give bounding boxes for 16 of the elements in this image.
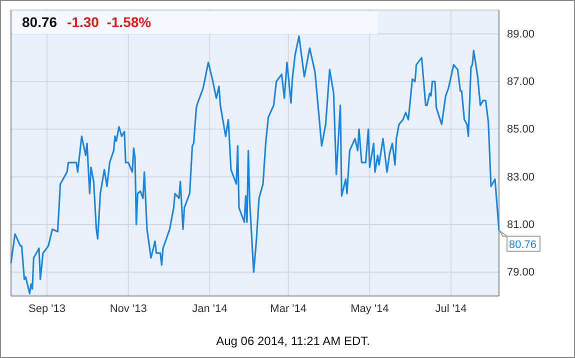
y-tick-label: 83.00 bbox=[507, 171, 535, 184]
y-tick-label: 85.00 bbox=[507, 124, 535, 136]
text: Aug 06 2014, 11:21 AM EDT. bbox=[216, 334, 370, 348]
x-tick-label: Mar '14 bbox=[270, 302, 307, 315]
x-tick-label: Nov '13 bbox=[110, 302, 147, 315]
x-tick-label: May '14 bbox=[350, 302, 389, 315]
annotation: 80.76 bbox=[509, 239, 537, 252]
y-tick-label: 81.00 bbox=[507, 219, 535, 232]
y-tick-label: 89.00 bbox=[507, 28, 535, 40]
y-tick-label: 79.00 bbox=[507, 266, 535, 279]
chart-subtitle: -1.30 -1.58% bbox=[67, 14, 152, 30]
chart-title: 80.76 bbox=[22, 14, 58, 30]
x-tick-label: Sep '13 bbox=[28, 302, 66, 315]
y-tick-label: 87.00 bbox=[507, 76, 535, 88]
x-tick-label: Jan '14 bbox=[192, 302, 228, 315]
x-tick-label: Jul '14 bbox=[435, 302, 467, 315]
